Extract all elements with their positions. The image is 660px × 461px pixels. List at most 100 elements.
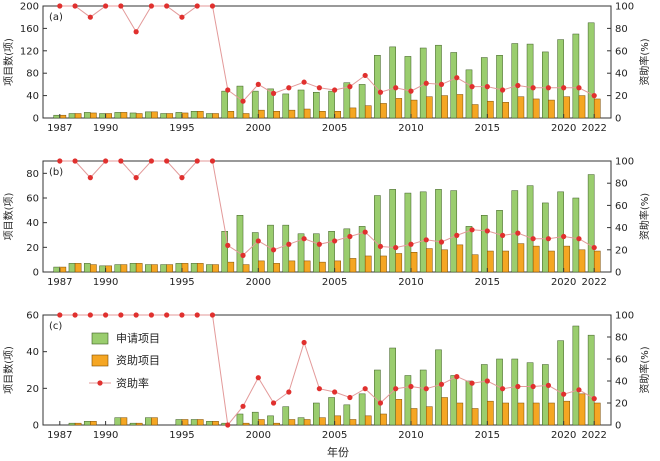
y-left-tick-label: 80 <box>26 169 39 180</box>
rate-point <box>561 391 567 397</box>
panel-c: 0 20 40 60 0 20 40 60 80 100 1987 1990 1995 2000 2005 2… <box>2 311 651 442</box>
bar-funded <box>517 402 525 426</box>
y-right-tick-label: 60 <box>615 201 628 212</box>
bar-funded <box>410 408 418 426</box>
bar-applied <box>557 340 564 426</box>
x-tick-label: 1990 <box>93 123 118 134</box>
bar-funded <box>273 111 280 119</box>
bar-funded <box>288 419 296 426</box>
bar-applied <box>450 190 458 273</box>
bar-applied <box>83 263 91 273</box>
rate-point <box>515 82 521 89</box>
bar-funded <box>242 264 250 273</box>
y-right-tick-label: 0 <box>615 268 621 279</box>
rate-point <box>377 400 384 406</box>
bar-funded <box>425 96 433 119</box>
rate-point <box>118 158 124 164</box>
y-right-tick-label: 40 <box>615 377 628 388</box>
x-tick-label: 2005 <box>322 123 347 134</box>
bar-funded <box>502 250 509 273</box>
bar-funded <box>242 422 250 426</box>
y-right-tick-label: 80 <box>615 179 628 190</box>
bar-funded <box>196 111 204 119</box>
bar-applied <box>282 406 290 426</box>
rate-point <box>377 243 384 250</box>
bar-funded <box>105 113 112 119</box>
rate-point <box>179 14 185 20</box>
bar-funded <box>196 263 204 273</box>
bar-funded <box>532 245 540 273</box>
rate-point <box>240 403 246 409</box>
bar-applied <box>114 417 122 426</box>
rate-point <box>499 87 506 93</box>
bar-funded <box>319 111 326 119</box>
y-left-axis-title: 项目数(项) <box>2 38 15 86</box>
x-tick-label: 2010 <box>398 430 423 441</box>
bar-applied <box>404 192 412 273</box>
rate-point <box>255 375 261 381</box>
rate-point <box>454 374 460 380</box>
x-tick-label: 2015 <box>475 123 500 134</box>
rate-point <box>148 312 155 318</box>
bar-funded <box>349 107 357 119</box>
bar-applied <box>435 349 442 426</box>
x-tick-label: 1995 <box>169 123 194 134</box>
bar-funded <box>471 254 479 273</box>
bar-applied <box>450 52 458 119</box>
x-tick-label: 2000 <box>246 123 271 134</box>
bar-funded <box>563 96 571 119</box>
rate-point <box>591 93 597 99</box>
bar-funded <box>303 108 311 119</box>
rate-point <box>209 158 216 164</box>
panel-b: 0 20 40 60 80 0 20 40 60 80 100 1987 1990 1995 2000 200… <box>2 157 651 289</box>
bar-applied <box>297 89 305 119</box>
bar-applied <box>358 393 366 426</box>
rate-point <box>438 239 445 245</box>
rate-point <box>408 383 414 390</box>
bar-funded <box>441 249 448 273</box>
rate-point <box>194 3 200 9</box>
rate-point <box>362 229 368 235</box>
bar-applied <box>129 263 137 273</box>
rate-point <box>87 14 93 20</box>
plot-frame <box>42 5 612 119</box>
rate-point <box>209 312 216 318</box>
y-left-tick-label: 0 <box>33 114 39 125</box>
bar-applied <box>572 197 580 273</box>
bar-funded <box>380 413 387 426</box>
y-right-tick-label: 80 <box>615 333 628 344</box>
bar-funded <box>135 263 143 273</box>
bar-applied <box>572 33 580 119</box>
bar-applied <box>587 22 595 119</box>
y-right-tick-label: 40 <box>615 223 628 234</box>
y-right-axis-title: 资助率(%) <box>638 193 651 240</box>
rate-point <box>316 241 322 247</box>
y-right-tick-label: 20 <box>615 245 628 256</box>
bar-funded <box>59 114 67 119</box>
bar-funded <box>395 399 403 426</box>
rate-point <box>225 87 231 93</box>
rate-point <box>408 88 414 94</box>
y-left-tick-label: 60 <box>26 311 39 322</box>
bar-funded <box>120 264 128 273</box>
rate-point <box>133 312 139 318</box>
y-left-tick-label: 40 <box>26 218 39 229</box>
bar-funded <box>380 103 387 119</box>
bar-funded <box>303 419 311 426</box>
bar-funded <box>59 266 67 273</box>
bar-applied <box>206 421 213 426</box>
x-tick-label: 2022 <box>581 277 606 288</box>
rate-point <box>454 232 460 238</box>
rate-point <box>316 386 322 392</box>
bar-applied <box>83 421 91 426</box>
bar-funded <box>410 252 418 273</box>
x-tick-label: 2020 <box>551 430 576 441</box>
bar-funded <box>212 264 219 273</box>
x-tick-label: 2015 <box>475 277 500 288</box>
rate-point <box>362 72 368 79</box>
bar-funded <box>593 402 601 426</box>
bar-applied <box>557 39 564 119</box>
bar-funded <box>181 112 189 119</box>
bar-applied <box>480 364 488 426</box>
